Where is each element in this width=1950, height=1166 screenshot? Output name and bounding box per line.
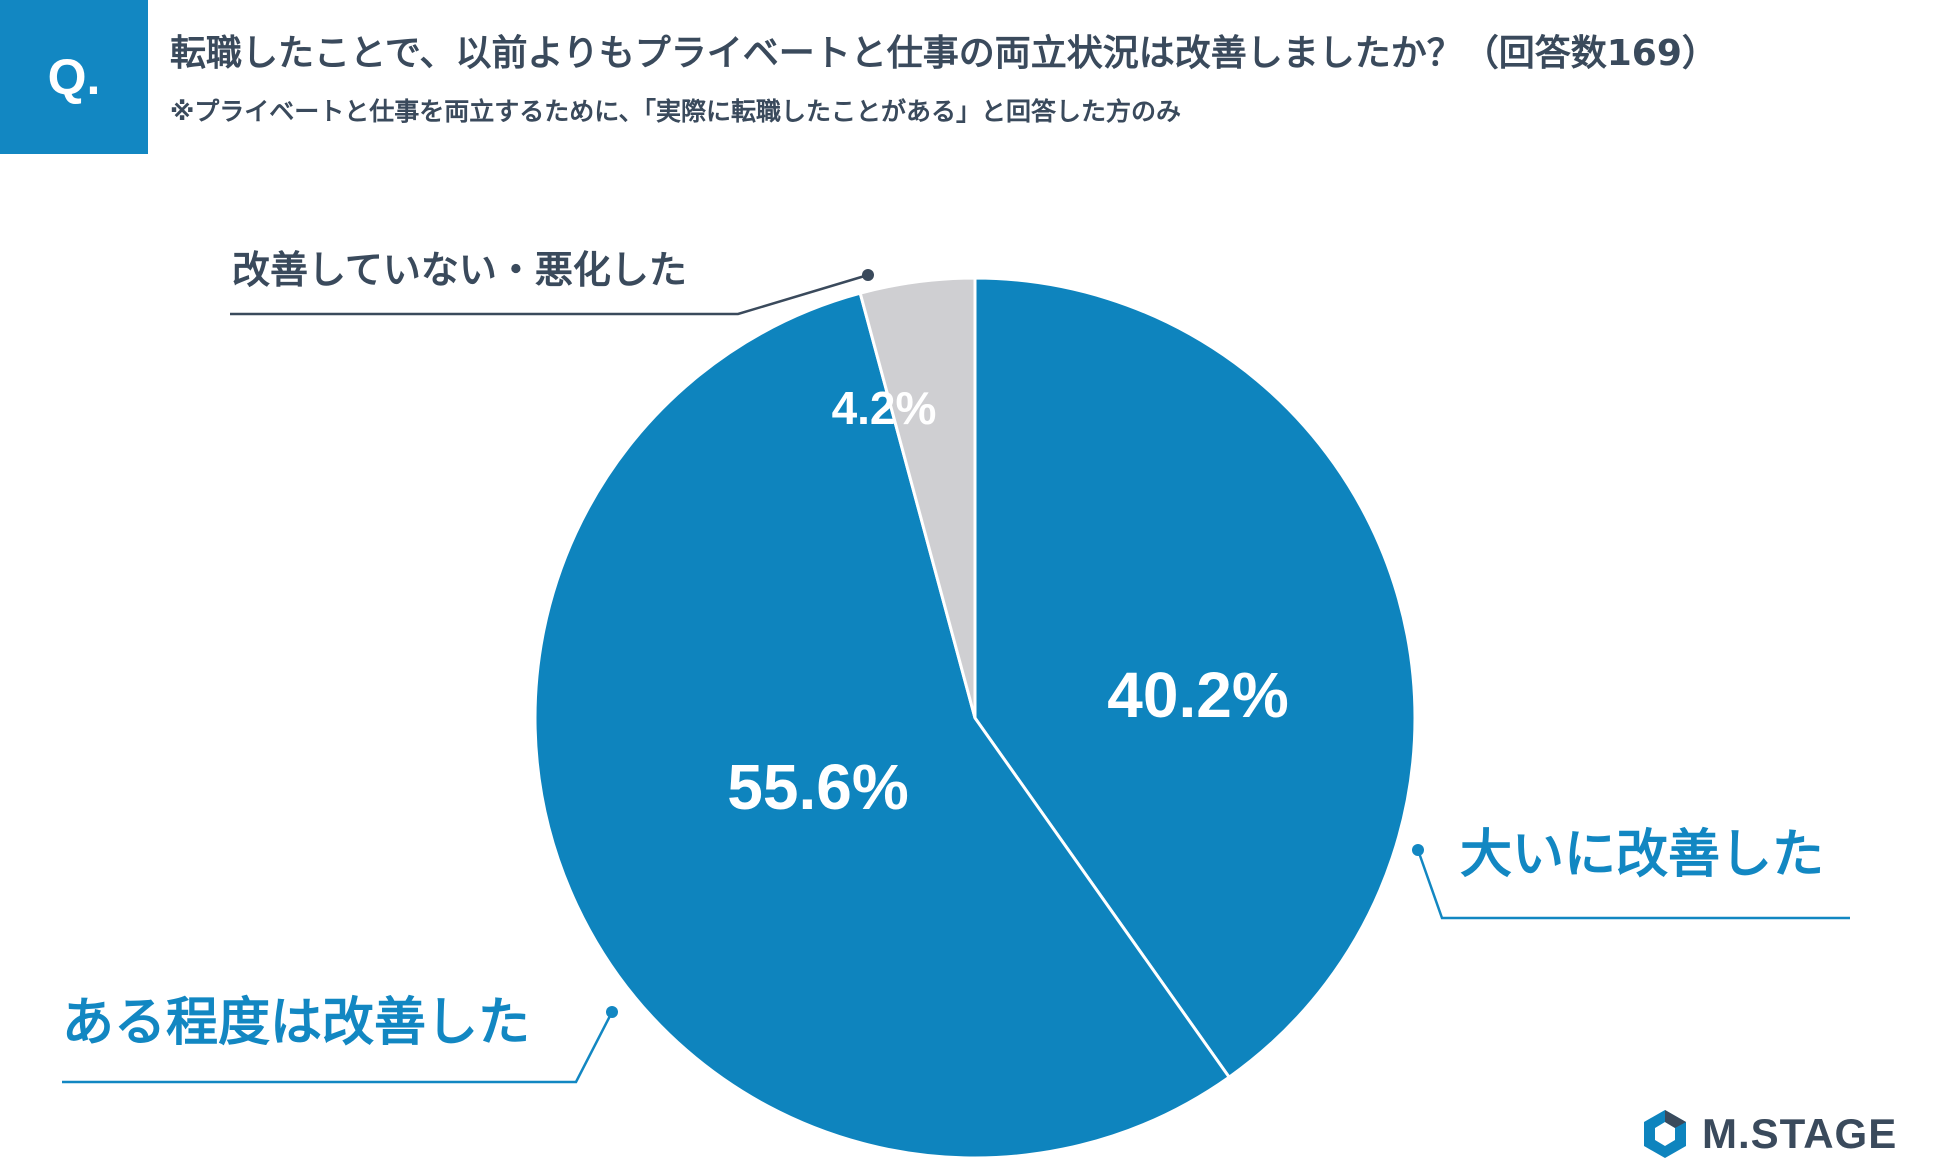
question-badge: Q.: [0, 0, 148, 154]
logo-text: M.STAGE: [1702, 1110, 1898, 1157]
pie-slice-3: [858, 276, 977, 719]
slice-value-label-1: 40.2%: [1107, 659, 1288, 731]
brand-logo: M.STAGE: [1642, 1104, 1897, 1164]
slice-category-label-3: 改善していない・悪化した: [232, 248, 687, 292]
callout-dot-2: [606, 1006, 618, 1018]
slice-category-label-2: ある程度は改善した: [62, 993, 530, 1053]
hexagon-logo-icon: [1644, 1110, 1686, 1158]
pie-slice-2: [533, 291, 1232, 1160]
pie-slice-1: [973, 276, 1417, 1080]
slice-value-label-2: 55.6%: [727, 751, 908, 823]
callout-line-3: [230, 273, 869, 316]
slice-category-label-1: 大いに改善した: [1460, 825, 1824, 885]
callout-dot-1: [1412, 844, 1424, 856]
callout-line-2: [62, 1011, 614, 1084]
slice-value-label-3: 4.2%: [832, 382, 937, 434]
callout-dot-3: [862, 269, 874, 281]
page-title: 転職したことで、以前よりもプライベートと仕事の両立状況は改善しましたか？（回答数…: [170, 33, 1718, 74]
page-subtitle: ※プライベートと仕事を両立するために、「実際に転職したことがある」と回答した方の…: [170, 97, 1182, 126]
callout-line-1: [1416, 849, 1850, 920]
